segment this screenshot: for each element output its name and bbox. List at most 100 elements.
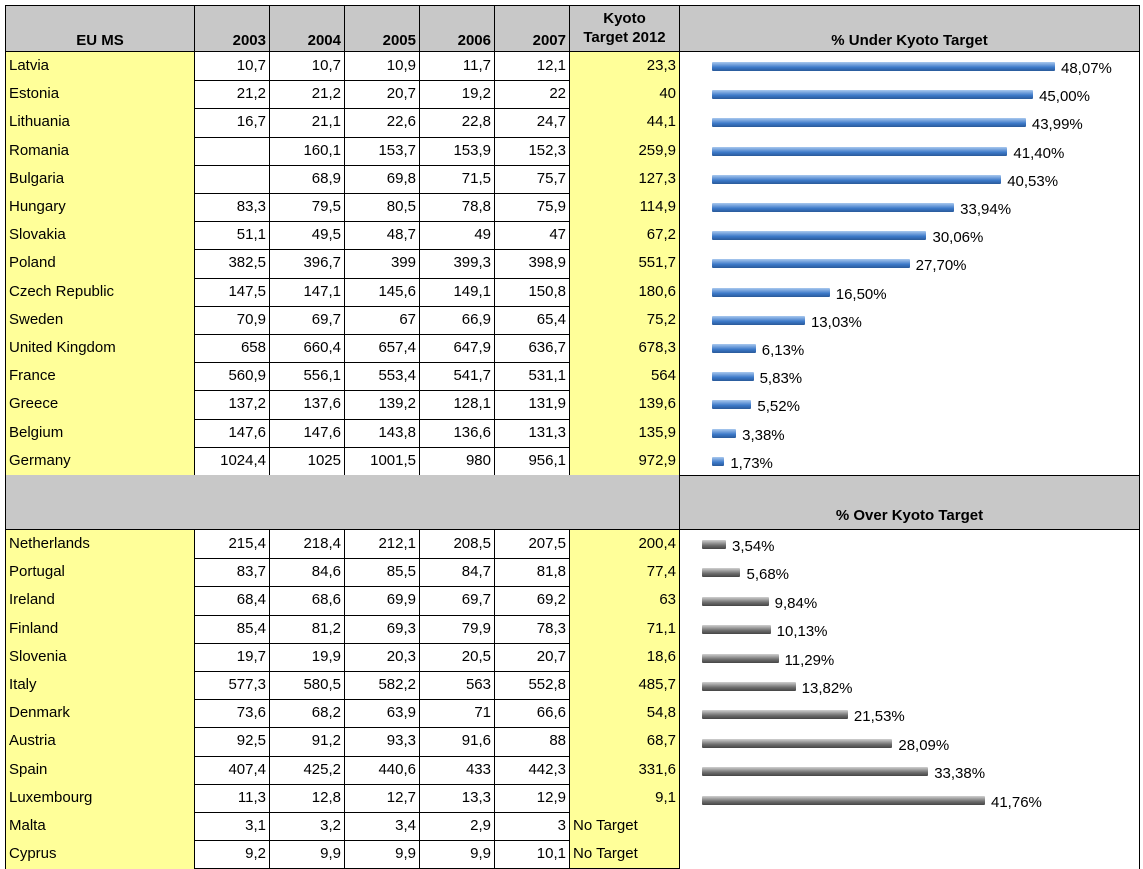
value-cell: 93,3 [345,727,420,757]
country-cell: Luxembourg [5,783,195,813]
bar-label: 30,06% [932,229,984,247]
country-cell: Slovenia [5,642,195,672]
value-cell: 49 [420,221,495,251]
value-cell: 147,5 [195,277,270,307]
value-cell: 150,8 [495,277,570,307]
value-cell: 91,6 [420,727,495,757]
value-cell: 69,3 [345,614,420,644]
value-cell: 75,2 [570,305,680,335]
bar-label: 5,52% [757,398,800,416]
bar-label: 41,40% [1013,144,1065,162]
section-band [5,475,680,530]
value-cell: 399 [345,249,420,279]
value-cell: 68,6 [270,586,345,616]
value-cell: 200,4 [570,530,680,560]
value-cell: 647,9 [420,334,495,364]
value-cell: 407,4 [195,755,270,785]
bar-label: 28,09% [898,736,950,754]
bar [712,259,910,269]
value-cell: 577,3 [195,671,270,701]
value-cell: 3,1 [195,812,270,842]
value-cell: 147,6 [270,418,345,448]
value-cell: 131,3 [495,418,570,448]
country-cell: Finland [5,614,195,644]
value-cell: 208,5 [420,530,495,560]
value-cell: 1025 [270,446,345,476]
value-cell: 69,7 [270,305,345,335]
value-cell: 85,4 [195,614,270,644]
value-cell: 10,7 [195,52,270,82]
value-cell: 75,9 [495,193,570,223]
value-cell: 1001,5 [345,446,420,476]
value-cell: 382,5 [195,249,270,279]
country-cell: Latvia [5,52,195,82]
value-cell: 20,5 [420,642,495,672]
bar [702,540,726,549]
value-cell: 11,3 [195,783,270,813]
value-cell: 131,9 [495,390,570,420]
country-cell: United Kingdom [5,334,195,364]
bar-label: 6,13% [761,342,805,359]
value-cell: 564 [570,362,680,392]
country-cell: Bulgaria [5,164,195,194]
country-cell: Poland [5,249,195,279]
country-cell: Malta [5,812,195,842]
country-cell: Romania [5,136,195,166]
value-cell: 3,4 [345,812,420,842]
bar-label: 21,53% [853,708,905,726]
value-cell: 3,2 [270,812,345,842]
value-cell: 396,7 [270,249,345,279]
bar [702,767,929,777]
value-cell: 11,7 [420,52,495,82]
bar-label: 45,00% [1039,88,1090,106]
value-cell: 88 [495,727,570,757]
value-cell: 114,9 [570,193,680,223]
chart-header: % Under Kyoto Target [680,5,1140,52]
value-cell: 68,4 [195,586,270,616]
value-cell: 582,2 [345,671,420,701]
value-cell: 657,4 [345,334,420,364]
value-cell: 66,6 [495,699,570,729]
country-cell: Hungary [5,193,195,223]
value-cell: 678,3 [570,334,680,364]
value-cell: 12,9 [495,783,570,813]
value-cell: 956,1 [495,446,570,476]
value-cell: 20,7 [495,642,570,672]
value-cell: 152,3 [495,136,570,166]
value-cell: 143,8 [345,418,420,448]
value-cell: 20,3 [345,642,420,672]
country-cell: Portugal [5,558,195,588]
bar [712,428,737,438]
value-cell: 425,2 [270,755,345,785]
bar [702,795,985,805]
header-cell: 2004 [270,5,345,52]
value-cell: 12,8 [270,783,345,813]
value-cell: 9,2 [195,840,270,869]
value-cell [195,136,270,166]
value-cell: 139,6 [570,390,680,420]
bar [702,625,771,635]
bar-label: 13,82% [801,680,853,697]
bar [702,596,769,606]
bar [712,174,1002,184]
value-cell: 91,2 [270,727,345,757]
value-cell: 83,7 [195,558,270,588]
value-cell: 81,2 [270,614,345,644]
value-cell: 218,4 [270,530,345,560]
value-cell: 658 [195,334,270,364]
country-cell: Greece [5,390,195,420]
value-cell: 69,9 [345,586,420,616]
value-cell: 24,7 [495,108,570,138]
country-cell: Slovakia [5,221,195,251]
header-cell: 2003 [195,5,270,52]
value-cell: 259,9 [570,136,680,166]
bar-label: 48,07% [1061,60,1112,77]
value-cell: 20,7 [345,80,420,110]
value-cell: 980 [420,446,495,476]
bar-label: 33,94% [960,201,1012,218]
value-cell: 9,9 [345,840,420,869]
value-cell: 84,7 [420,558,495,588]
bar [712,62,1055,71]
value-cell: 660,4 [270,334,345,364]
country-cell: Ireland [5,586,195,616]
